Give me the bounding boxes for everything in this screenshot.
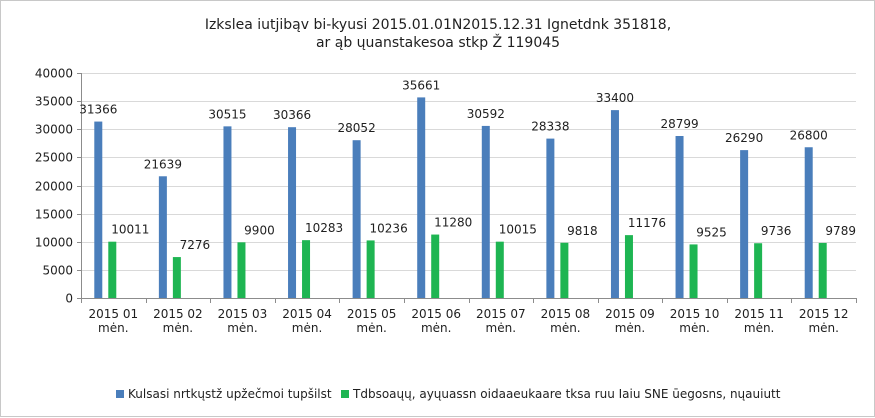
y-tick-label: 25000: [35, 151, 73, 165]
x-tick-label: 2015 07: [476, 307, 526, 321]
bar-series-2: [431, 234, 440, 298]
x-tick-label: mėn.: [808, 321, 839, 335]
x-tick-label: 2015 08: [541, 307, 591, 321]
data-label-series-2: 10236: [370, 221, 408, 235]
data-label-series-1: 30515: [208, 107, 246, 121]
bar-series-1: [804, 147, 813, 298]
bar-series-2: [302, 240, 311, 298]
bar-series-2: [172, 257, 181, 298]
x-tick-label: 2015 04: [282, 307, 332, 321]
legend-swatch-series-1: [116, 390, 124, 398]
data-label-series-2: 11176: [628, 216, 666, 230]
legend: Kulsasi nrtkųstž upžečmoi tupšilst Tdbsoa…: [116, 387, 781, 401]
x-tick-label: 2015 05: [347, 307, 397, 321]
data-label-series-2: 9789: [825, 224, 856, 238]
x-tick-label: mėn.: [744, 321, 775, 335]
bar-series-1: [610, 110, 619, 298]
bar-series-2: [818, 242, 827, 298]
x-tick-label: mėn.: [227, 321, 258, 335]
x-tick-label: mėn.: [163, 321, 194, 335]
x-tick-label: mėn.: [98, 321, 129, 335]
bars: [94, 97, 827, 299]
bar-series-1: [546, 138, 555, 298]
data-label-series-2: 10015: [499, 223, 537, 237]
data-label-series-2: 9900: [244, 223, 275, 237]
data-label-series-2: 9818: [567, 224, 598, 238]
x-tick-label: 2015 03: [218, 307, 268, 321]
data-labels: 31366 21639 30515 30366 28052 35661 30592 28338…: [79, 78, 856, 252]
bar-series-2: [237, 242, 246, 298]
data-label-series-1: 28799: [660, 117, 698, 131]
x-tick-label: 2015 09: [605, 307, 655, 321]
bar-series-2: [495, 241, 504, 298]
x-tick-label: 2015 12: [799, 307, 849, 321]
data-label-series-1: 28338: [531, 120, 569, 134]
x-tick-label: mėn.: [356, 321, 387, 335]
data-label-series-2: 7276: [180, 238, 211, 252]
x-tick-label: 2015 10: [670, 307, 720, 321]
bar-series-2: [108, 241, 117, 298]
bar-series-1: [288, 127, 297, 298]
bar-series-2: [689, 244, 698, 298]
data-label-series-2: 10283: [305, 221, 343, 235]
legend-swatch-series-2: [341, 390, 349, 398]
data-label-series-1: 28052: [338, 121, 376, 135]
data-label-series-1: 35661: [402, 78, 440, 92]
bar-series-1: [481, 125, 490, 298]
y-tick-label: 15000: [35, 208, 73, 222]
data-label-series-1: 21639: [144, 157, 182, 171]
y-tick-label: 5000: [42, 264, 73, 278]
bar-series-2: [560, 242, 569, 298]
x-tick-label: 2015 02: [153, 307, 203, 321]
y-tick-label: 0: [65, 292, 73, 306]
chart-title-line-1: Izkslea iutjibąv bi-kyusi 2015.01.01N201…: [205, 17, 671, 33]
data-label-series-1: 33400: [596, 91, 634, 105]
bar-series-1: [740, 150, 749, 298]
y-tick-label: 20000: [35, 180, 73, 194]
legend-label-series-2: Tdbsoaųų, ayųuassn oidaaeukaare tksa ruu…: [352, 387, 781, 401]
y-tick-label: 40000: [35, 67, 73, 81]
data-label-series-2: 9525: [696, 225, 727, 239]
chart-title-line-2: ar ąb ųuanstakesoa stkp Ž 119045: [316, 33, 560, 51]
data-label-series-2: 11280: [434, 216, 472, 230]
gridlines: [81, 73, 856, 299]
y-axis: 0 5000 10000 15000 20000 25000 30000 35000 40000: [35, 67, 82, 306]
bar-series-2: [754, 243, 763, 298]
x-tick-label: mėn.: [615, 321, 646, 335]
bar-series-1: [158, 176, 167, 298]
data-label-series-2: 9736: [761, 224, 792, 238]
x-tick-label: mėn.: [550, 321, 581, 335]
legend-label-series-1: Kulsasi nrtkųstž upžečmoi tupšilst: [128, 387, 332, 401]
x-tick-label: mėn.: [679, 321, 710, 335]
data-label-series-1: 30366: [273, 108, 311, 122]
bar-series-1: [223, 126, 232, 299]
bar-series-2: [624, 235, 633, 298]
bar-series-1: [352, 140, 361, 298]
x-tick-label: mėn.: [486, 321, 517, 335]
x-tick-label: 2015 06: [411, 307, 461, 321]
bar-series-1: [94, 121, 103, 298]
x-tick-label: 2015 11: [734, 307, 784, 321]
data-label-series-2: 10011: [111, 223, 149, 237]
bar-series-1: [417, 97, 426, 298]
y-tick-label: 30000: [35, 123, 73, 137]
x-tick-label: mėn.: [292, 321, 323, 335]
bar-series-1: [675, 136, 684, 298]
data-label-series-1: 26290: [725, 131, 763, 145]
x-tick-label: mėn.: [421, 321, 452, 335]
y-tick-label: 10000: [35, 236, 73, 250]
data-label-series-1: 26800: [790, 128, 828, 142]
data-label-series-1: 30592: [467, 107, 505, 121]
x-tick-label: 2015 01: [88, 307, 138, 321]
data-label-series-1: 31366: [79, 103, 117, 117]
y-tick-label: 35000: [35, 95, 73, 109]
bar-series-2: [366, 240, 375, 298]
